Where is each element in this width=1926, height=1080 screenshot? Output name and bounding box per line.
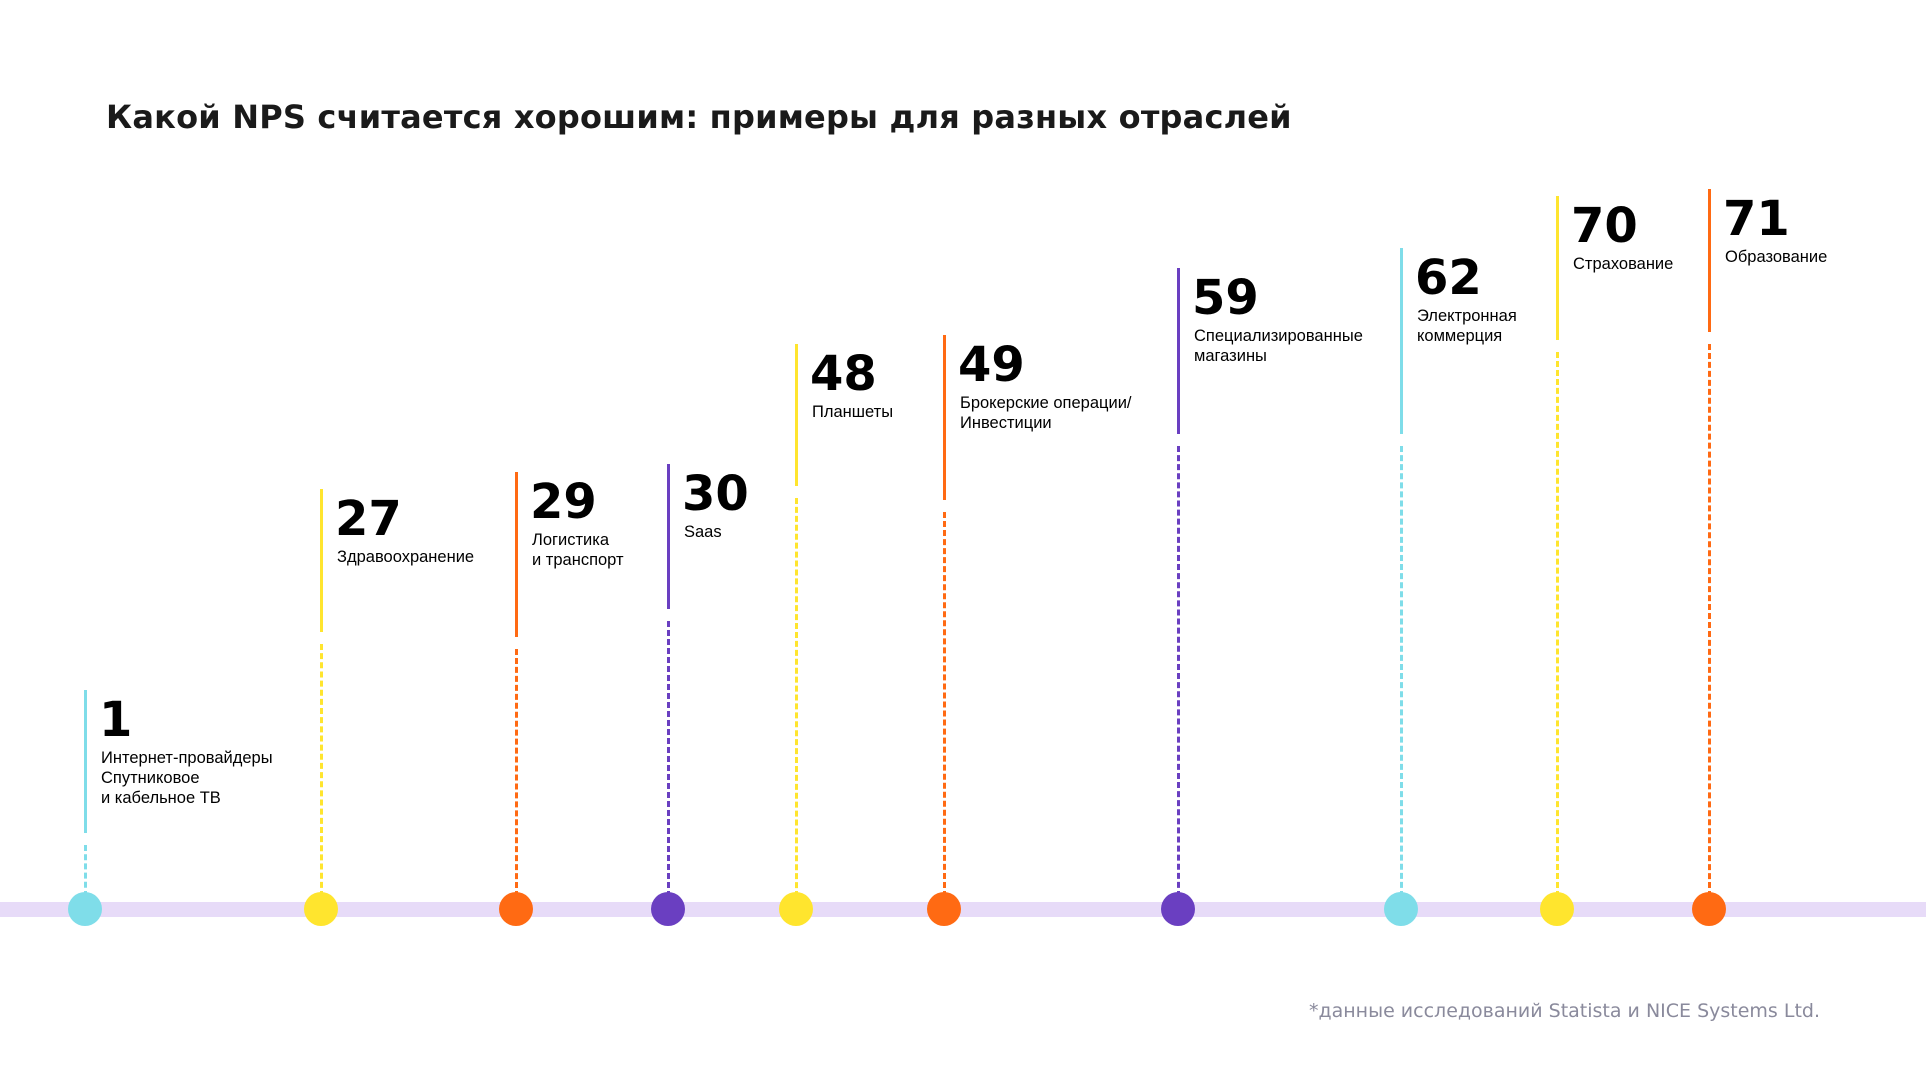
industry-label-line: Здравоохранение — [337, 548, 475, 566]
timeline-dot — [304, 892, 338, 926]
industry-label: Брокерские операции/Инвестиции — [960, 393, 1132, 433]
dashed-line — [1556, 352, 1559, 897]
dashed-line — [1708, 344, 1711, 897]
industry-label-line: и транспорт — [532, 551, 624, 569]
timeline-dot — [68, 892, 102, 926]
dashed-line — [320, 644, 323, 897]
timeline-dot — [1540, 892, 1574, 926]
industry-label-line: магазины — [1194, 347, 1267, 365]
footnote: *данные исследований Statista и NICE Sys… — [1308, 1000, 1820, 1022]
solid-line — [1556, 196, 1559, 340]
solid-line — [320, 489, 323, 632]
industry-label-line: Планшеты — [812, 403, 894, 421]
industry-label-line: Образование — [1725, 248, 1828, 266]
industry-label: Планшеты — [812, 402, 893, 422]
timeline-dot — [499, 892, 533, 926]
industry-label: Специализированные магазины — [1194, 326, 1363, 366]
dashed-line — [1400, 446, 1403, 897]
solid-line — [515, 472, 518, 637]
industry-label: Образование — [1725, 247, 1827, 267]
dashed-line — [1177, 446, 1180, 897]
industry-label-line: Инвестиции — [960, 414, 1052, 432]
industry-label: Логистика и транспорт — [532, 530, 624, 570]
solid-line — [1708, 189, 1711, 332]
chart-title: Какой NPS считается хорошим: примеры для… — [106, 98, 1292, 136]
industry-label-line: Страхование — [1573, 255, 1674, 273]
nps-value: 49 — [958, 337, 1025, 393]
dashed-line — [667, 621, 670, 897]
nps-value: 62 — [1415, 250, 1482, 306]
timeline-dot — [1161, 892, 1195, 926]
timeline-axis — [0, 902, 1926, 917]
dashed-line — [795, 498, 798, 897]
nps-value: 1 — [99, 692, 133, 748]
solid-line — [795, 344, 798, 486]
dashed-line — [515, 649, 518, 897]
industry-label-line: Специализированные — [1194, 327, 1363, 345]
industry-label: Страхование — [1573, 254, 1673, 274]
solid-line — [667, 464, 670, 609]
industry-label: Интернет-провайдеры Спутниковое и кабельно… — [101, 748, 273, 808]
industry-label-line: Электронная — [1417, 307, 1517, 325]
timeline-dot — [927, 892, 961, 926]
timeline-dot — [779, 892, 813, 926]
industry-label-line: и кабельное ТВ — [101, 789, 221, 807]
dashed-line — [84, 845, 87, 897]
industry-label-line: Брокерские операции/ — [960, 394, 1132, 412]
dashed-line — [943, 512, 946, 897]
nps-value: 30 — [682, 466, 749, 522]
timeline-dot — [1692, 892, 1726, 926]
industry-label-line: Спутниковое — [101, 769, 200, 787]
industry-label: Saas — [684, 522, 722, 542]
solid-line — [943, 335, 946, 500]
nps-value: 48 — [810, 346, 877, 402]
nps-value: 27 — [335, 491, 402, 547]
timeline-dot — [651, 892, 685, 926]
industry-label-line: Интернет-провайдеры — [101, 749, 273, 767]
solid-line — [84, 690, 87, 833]
industry-label: Здравоохранение — [337, 547, 474, 567]
industry-label-line: Логистика — [532, 531, 610, 549]
industry-label-line: Saas — [684, 523, 722, 541]
nps-value: 59 — [1192, 270, 1259, 326]
solid-line — [1177, 268, 1180, 434]
industry-label-line: коммерция — [1417, 327, 1503, 345]
nps-value: 29 — [530, 474, 597, 530]
nps-value: 71 — [1723, 191, 1790, 247]
industry-label: Электронная коммерция — [1417, 306, 1517, 346]
nps-value: 70 — [1571, 198, 1638, 254]
timeline-dot — [1384, 892, 1418, 926]
solid-line — [1400, 248, 1403, 434]
